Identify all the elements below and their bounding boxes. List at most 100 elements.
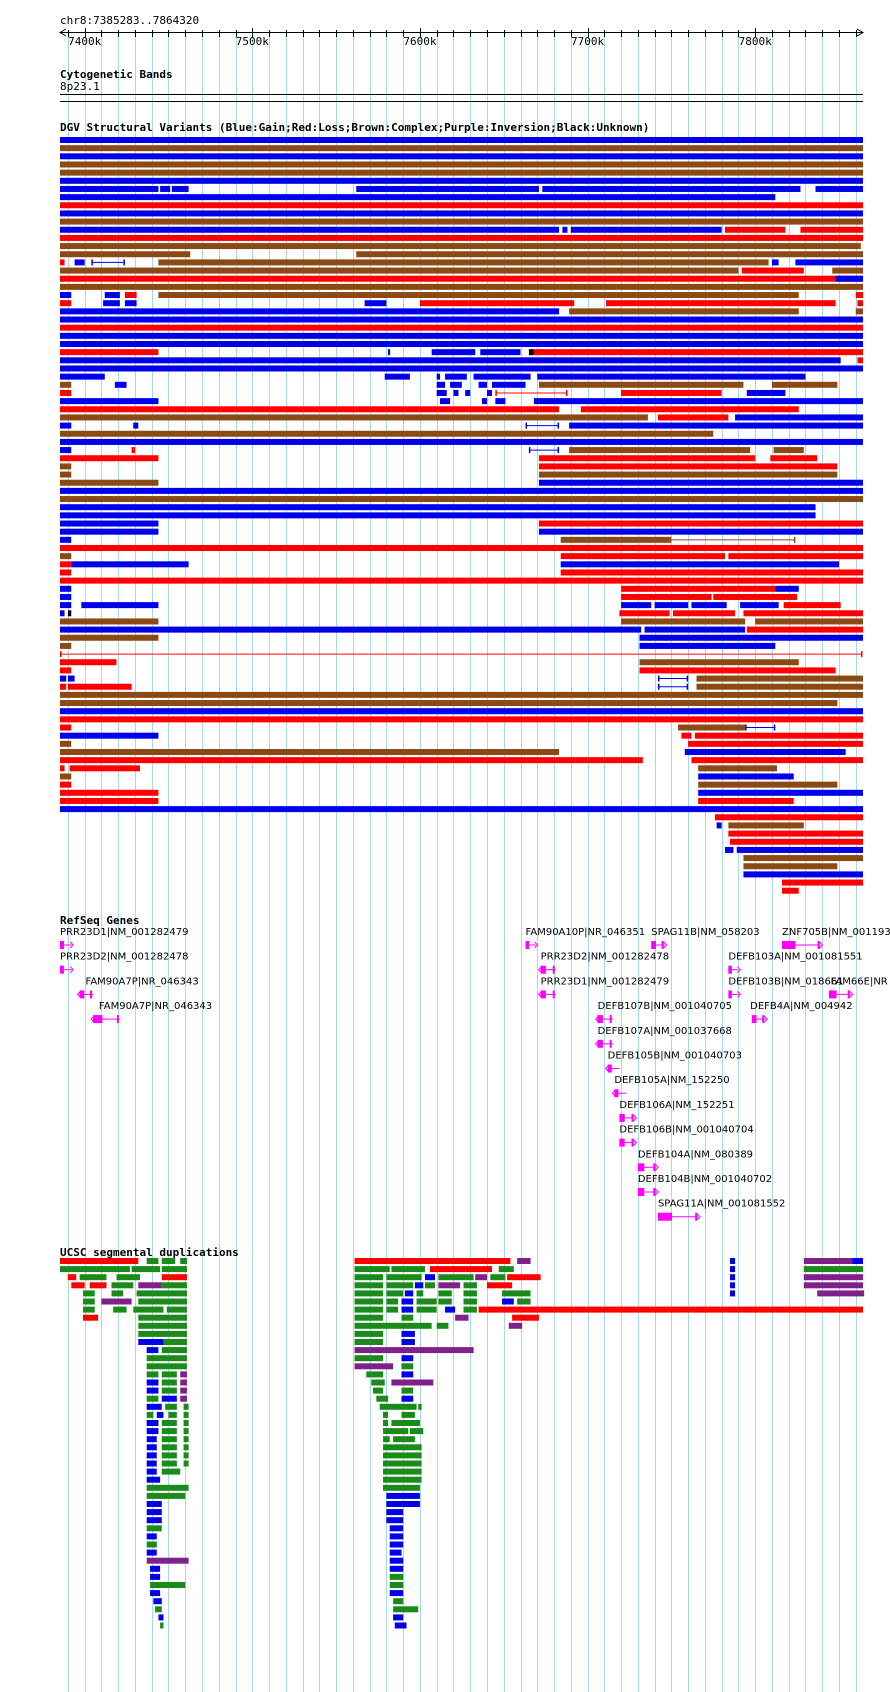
segdup-feature[interactable] bbox=[180, 1395, 187, 1402]
segdup-feature[interactable] bbox=[391, 1379, 434, 1386]
dgv-variant-loss[interactable] bbox=[741, 267, 804, 274]
segdup-feature[interactable] bbox=[401, 1387, 414, 1394]
dgv-variant-gain[interactable] bbox=[60, 528, 159, 535]
segdup-feature[interactable] bbox=[354, 1347, 474, 1354]
dgv-variant-loss[interactable] bbox=[60, 765, 65, 772]
dgv-variant-gain[interactable] bbox=[436, 381, 446, 388]
segdup-feature[interactable] bbox=[389, 1541, 404, 1548]
dgv-variant-complex[interactable] bbox=[855, 308, 863, 315]
dgv-variant-gain[interactable] bbox=[60, 536, 72, 543]
dgv-variant-loss[interactable] bbox=[60, 716, 863, 723]
dgv-variant-complex[interactable] bbox=[158, 259, 769, 266]
segdup-feature[interactable] bbox=[146, 1525, 162, 1532]
dgv-variant-gain[interactable] bbox=[644, 626, 746, 633]
segdup-feature[interactable] bbox=[372, 1387, 384, 1394]
segdup-feature[interactable] bbox=[507, 1274, 541, 1281]
dgv-variant-complex[interactable] bbox=[60, 414, 648, 421]
segdup-feature[interactable] bbox=[354, 1306, 384, 1313]
dgv-variant-gain[interactable] bbox=[60, 732, 159, 739]
dgv-variant-complex[interactable] bbox=[60, 243, 861, 250]
segdup-feature[interactable] bbox=[146, 1444, 157, 1451]
segdup-feature[interactable] bbox=[82, 1298, 95, 1305]
dgv-variant-end[interactable] bbox=[565, 389, 568, 396]
dgv-variant-loss[interactable] bbox=[60, 659, 117, 666]
segdup-feature[interactable] bbox=[161, 1266, 187, 1273]
dgv-variant-loss[interactable] bbox=[688, 740, 863, 747]
dgv-variant-gain[interactable] bbox=[436, 373, 441, 380]
dgv-variant-loss[interactable] bbox=[714, 814, 863, 821]
gene-label[interactable]: DEFB104B|NM_001040702 bbox=[638, 1174, 772, 1185]
dgv-variant-complex[interactable] bbox=[621, 618, 746, 625]
segdup-feature[interactable] bbox=[161, 1274, 187, 1281]
segdup-feature[interactable] bbox=[391, 1266, 425, 1273]
segdup-feature[interactable] bbox=[67, 1274, 77, 1281]
dgv-variant-loss[interactable] bbox=[60, 275, 863, 282]
segdup-feature[interactable] bbox=[463, 1290, 477, 1297]
gene-feature[interactable]: PRR23D1|NM_001282479 bbox=[537, 976, 669, 999]
segdup-feature[interactable] bbox=[478, 1306, 863, 1313]
segdup-feature[interactable] bbox=[401, 1371, 414, 1378]
dgv-variant-end[interactable] bbox=[495, 389, 497, 396]
dgv-variant-gain[interactable] bbox=[60, 512, 816, 519]
segdup-feature[interactable] bbox=[354, 1290, 384, 1297]
dgv-variant-loss[interactable] bbox=[698, 797, 794, 804]
segdup-feature[interactable] bbox=[136, 1290, 187, 1297]
segdup-feature[interactable] bbox=[393, 1436, 415, 1443]
segdup-feature[interactable] bbox=[146, 1468, 157, 1475]
segdup-feature[interactable] bbox=[146, 1549, 157, 1556]
dgv-variant-loss[interactable] bbox=[60, 234, 863, 241]
dgv-variant-loss[interactable] bbox=[621, 585, 776, 592]
dgv-variant-end[interactable] bbox=[669, 536, 672, 543]
segdup-feature[interactable] bbox=[508, 1322, 523, 1329]
dgv-variant-complex[interactable] bbox=[60, 161, 863, 168]
dgv-variant-complex[interactable] bbox=[538, 471, 838, 478]
segdup-feature[interactable] bbox=[354, 1282, 384, 1289]
segdup-feature[interactable] bbox=[389, 1549, 402, 1556]
dgv-variant-gain[interactable] bbox=[60, 357, 841, 364]
segdup-feature[interactable] bbox=[803, 1258, 863, 1264]
segdup-feature[interactable] bbox=[161, 1452, 177, 1459]
segdup-feature[interactable] bbox=[146, 1501, 162, 1507]
dgv-variant-loss[interactable] bbox=[621, 593, 712, 600]
dgv-variant-complex[interactable] bbox=[60, 691, 863, 698]
dgv-variant-gain[interactable] bbox=[60, 226, 560, 233]
dgv-variant-loss[interactable] bbox=[681, 732, 692, 739]
segdup-feature[interactable] bbox=[354, 1355, 384, 1362]
segdup-feature[interactable] bbox=[386, 1517, 404, 1524]
segdup-feature[interactable] bbox=[354, 1258, 511, 1264]
dgv-variant-gain[interactable] bbox=[538, 528, 863, 535]
segdup-feature[interactable] bbox=[401, 1339, 415, 1345]
dgv-variant-gain[interactable] bbox=[735, 414, 863, 421]
dgv-variant-complex[interactable] bbox=[60, 471, 72, 478]
segdup-feature[interactable] bbox=[138, 1314, 187, 1321]
dgv-variant-gain[interactable] bbox=[537, 373, 806, 380]
dgv-variant-complex[interactable] bbox=[698, 765, 777, 772]
segdup-feature[interactable] bbox=[424, 1282, 436, 1289]
gene-label[interactable]: DEFB105A|NM_152250 bbox=[614, 1075, 729, 1086]
dgv-variant-gain[interactable] bbox=[639, 634, 863, 641]
dgv-variant-loss[interactable] bbox=[60, 561, 72, 568]
dgv-variant-complex[interactable] bbox=[60, 169, 863, 176]
dgv-variant-end[interactable] bbox=[60, 651, 62, 658]
dgv-variant-loss[interactable] bbox=[60, 577, 863, 584]
segdup-feature[interactable] bbox=[416, 1298, 437, 1305]
gene-label[interactable]: ZNF705B|NM_001193 bbox=[782, 927, 890, 938]
segdup-feature[interactable] bbox=[438, 1274, 474, 1281]
gene-label[interactable]: PRR23D2|NM_001282478 bbox=[60, 952, 188, 963]
dgv-variant-complex[interactable] bbox=[696, 675, 863, 682]
dgv-variant-complex[interactable] bbox=[678, 724, 746, 731]
dgv-variant-unknown[interactable] bbox=[528, 349, 534, 356]
segdup-feature[interactable] bbox=[161, 1347, 187, 1354]
segdup-feature[interactable] bbox=[389, 1565, 404, 1572]
dgv-variant-end[interactable] bbox=[123, 259, 125, 266]
segdup-track[interactable] bbox=[60, 1258, 865, 1629]
segdup-feature[interactable] bbox=[389, 1525, 404, 1532]
dgv-variant-complex[interactable] bbox=[743, 863, 838, 870]
dgv-variant-gain[interactable] bbox=[654, 602, 689, 609]
dgv-variant-gain[interactable] bbox=[533, 398, 863, 405]
dgv-variant-gain[interactable] bbox=[736, 846, 863, 853]
segdup-feature[interactable] bbox=[730, 1258, 736, 1264]
dgv-variant-gain[interactable] bbox=[431, 349, 476, 356]
dgv-variant-loss[interactable] bbox=[60, 455, 159, 462]
dgv-variant-complex[interactable] bbox=[60, 479, 159, 486]
